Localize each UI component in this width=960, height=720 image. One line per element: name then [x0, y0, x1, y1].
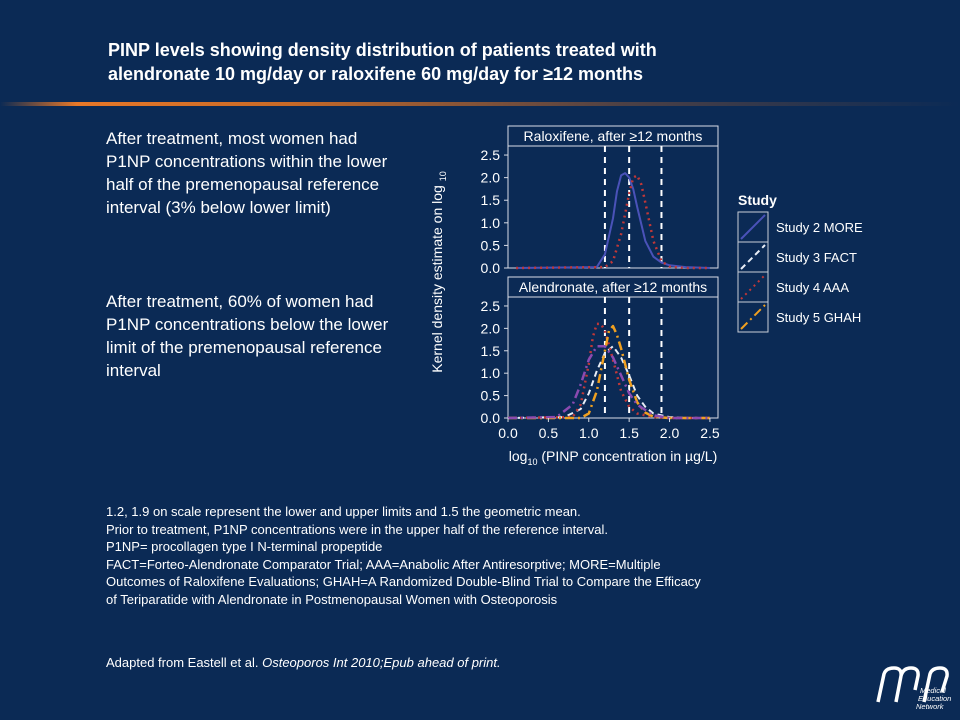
footnote-line: Outcomes of Raloxifene Evaluations; GHAH…	[106, 574, 701, 589]
y-tick-label: 1.5	[481, 192, 501, 208]
x-tick-label: 0.5	[539, 425, 559, 441]
source-prefix: Adapted from Eastell et al.	[106, 655, 263, 670]
footnote-line: P1NP= procollagen type I N-terminal prop…	[106, 539, 383, 554]
series-line	[507, 345, 710, 419]
y-axis-label: Kernel density estimate on log 10	[429, 171, 448, 372]
title-divider	[0, 102, 960, 106]
y-axis-label-sub: 10	[438, 171, 448, 181]
panel-title: Alendronate, after ≥12 months	[519, 279, 707, 295]
legend-label: Study 5 GHAH	[776, 310, 861, 325]
x-axis-label-part: (PINP concentration in µg/L)	[537, 448, 717, 464]
bullet-alendronate: After treatment, 60% of women had P1NP c…	[106, 292, 389, 380]
density-chart: Raloxifene, after ≥12 months 0.0 0.5 1.0 1.5…	[429, 125, 863, 467]
x-tick-label: 2.5	[700, 425, 720, 441]
y-tick-label: 0.0	[481, 410, 501, 426]
x-axis-label-part: log	[509, 448, 528, 464]
legend-key-box	[737, 301, 769, 333]
title-line-2: alendronate 10 mg/day or raloxifene 60 m…	[108, 64, 644, 84]
y-tick-label: 1.0	[481, 215, 501, 231]
footnote-line: Prior to treatment, P1NP concentrations …	[106, 521, 608, 537]
legend-title: Study	[738, 192, 777, 208]
x-axis-label: log10 (PINP concentration in µg/L)	[509, 448, 718, 467]
x-tick-label: 0.0	[498, 425, 518, 441]
footnote-line: 1.2, 1.9 on scale represent the lower an…	[106, 504, 581, 519]
series-line	[516, 172, 710, 269]
x-tick-label: 1.0	[579, 425, 599, 441]
panel-frame	[507, 276, 719, 419]
logo-word-1: Medical	[920, 686, 946, 695]
y-tick-label: 2.0	[481, 170, 501, 186]
x-tick-label: 2.0	[660, 425, 680, 441]
legend-label: Study 2 MORE	[776, 220, 863, 235]
legend-label: Study 3 FACT	[776, 250, 857, 265]
y-tick-label: 2.5	[481, 298, 501, 314]
y-tick-label: 2.5	[481, 147, 501, 163]
legend-swatch	[740, 304, 766, 330]
series-line	[516, 174, 710, 270]
logo-word-3: Network	[916, 702, 945, 711]
y-tick-label: 2.0	[481, 320, 501, 336]
title-line-1: PINP levels showing density distribution…	[108, 40, 657, 60]
footnote-line: of Teriparatide with Alendronate in Post…	[106, 591, 558, 607]
y-tick-label: 1.0	[481, 365, 501, 381]
source-journal: Osteoporos Int 2010;Epub ahead of print.	[262, 655, 501, 670]
panel-title: Raloxifene, after ≥12 months	[524, 128, 703, 144]
legend-label: Study 4 AAA	[776, 280, 849, 295]
legend-swatch	[740, 274, 766, 300]
series-line	[507, 322, 710, 420]
y-tick-label: 0.5	[481, 237, 501, 253]
y-tick-label: 0.5	[481, 388, 501, 404]
footnote-line: FACT=Forteo-Alendronate Comparator Trial…	[106, 556, 661, 572]
y-axis-label-part: Kernel density estimate on log	[429, 181, 445, 372]
legend-swatch	[740, 244, 766, 270]
logo-word-2: Education	[918, 694, 951, 703]
medical-education-network-logo: Medical Education Network	[876, 666, 951, 711]
y-tick-label: 1.5	[481, 343, 501, 359]
x-axis-label-sub: 10	[527, 457, 537, 467]
slide-title: PINP levels showing density distribution…	[108, 38, 828, 86]
footnotes: 1.2, 1.9 on scale represent the lower an…	[106, 503, 896, 608]
y-tick-label: 0.0	[481, 260, 501, 276]
legend-swatch	[740, 214, 766, 240]
series-line	[507, 345, 710, 420]
source-citation: Adapted from Eastell et al. Osteoporos I…	[106, 655, 501, 670]
bullet-raloxifene: After treatment, most women had P1NP con…	[106, 129, 388, 217]
x-tick-label: 1.5	[619, 425, 639, 441]
panel-frame	[507, 125, 719, 269]
series-line	[508, 324, 710, 420]
